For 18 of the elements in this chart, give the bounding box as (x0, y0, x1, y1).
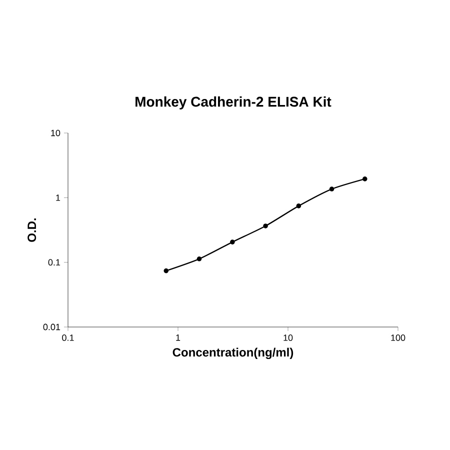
point (362, 176, 368, 182)
chart-title: Monkey Cadherin-2 ELISA Kit (136, 96, 332, 110)
point (263, 224, 268, 228)
point (196, 256, 202, 262)
point (230, 240, 235, 244)
point (296, 204, 302, 208)
x-tick-label: 1 (176, 334, 180, 341)
point (164, 268, 169, 274)
x-tick-label: 0.1 (62, 334, 74, 341)
y-tick-label: 1 (56, 194, 60, 201)
y-tick-label: 10 (51, 130, 60, 136)
y-tick-label: 0.1 (48, 259, 60, 266)
x-axis-title: Concentration(ng/ml) (172, 348, 294, 360)
x-tick-label: 100 (391, 334, 406, 341)
y-axis-title: O.D. (28, 218, 36, 242)
point (329, 186, 334, 192)
y-tick-label: 0.01 (43, 324, 60, 330)
x-tick-label: 10 (284, 334, 293, 341)
